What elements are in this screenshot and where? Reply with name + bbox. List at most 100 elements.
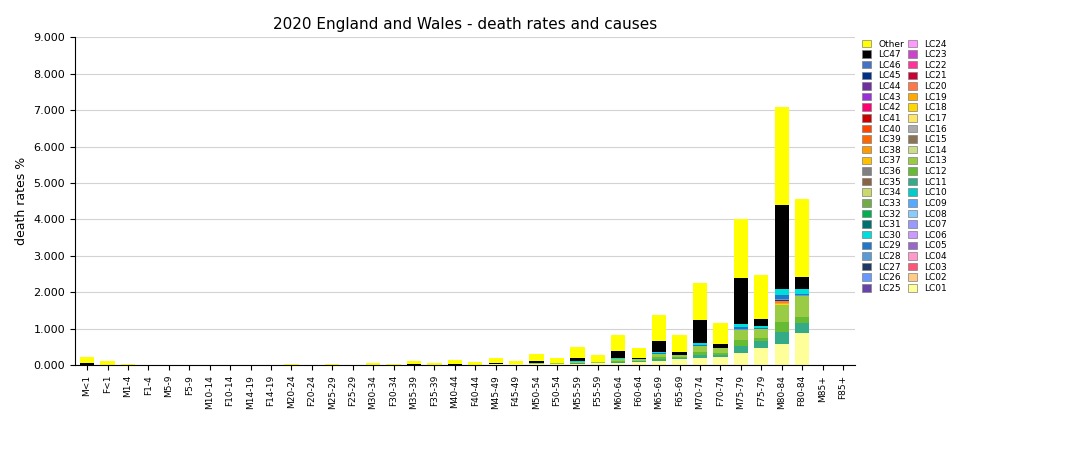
Bar [632, 348, 646, 358]
Bar [733, 330, 748, 340]
Bar [775, 300, 789, 301]
Bar [570, 362, 585, 363]
Bar [428, 363, 441, 365]
Bar [529, 364, 544, 365]
Bar [489, 358, 502, 363]
Bar [775, 305, 789, 322]
Bar [795, 317, 809, 322]
Bar [795, 289, 809, 293]
Bar [713, 349, 728, 353]
Bar [611, 359, 625, 361]
Bar [733, 345, 748, 353]
Bar [795, 293, 809, 295]
Bar [775, 303, 789, 304]
Bar [570, 347, 585, 358]
Bar [754, 329, 769, 338]
Bar [448, 360, 462, 364]
Bar [570, 364, 585, 365]
Bar [775, 344, 789, 365]
Bar [468, 362, 482, 365]
Bar [489, 363, 502, 364]
Bar [775, 322, 789, 332]
Bar [591, 355, 605, 362]
Bar [795, 322, 809, 333]
Bar [549, 364, 564, 365]
Bar [632, 362, 646, 365]
Bar [672, 355, 686, 358]
Bar [672, 352, 686, 355]
Bar [632, 358, 646, 359]
Bar [795, 199, 809, 277]
Bar [652, 361, 666, 365]
Bar [713, 344, 728, 348]
Bar [652, 358, 666, 359]
Bar [591, 363, 605, 365]
Bar [672, 359, 686, 365]
Bar [652, 314, 666, 341]
Bar [611, 361, 625, 362]
Bar [632, 359, 646, 361]
Bar [775, 295, 789, 299]
Bar [570, 363, 585, 364]
Bar [611, 363, 625, 365]
Bar [366, 363, 381, 365]
Bar [733, 328, 748, 329]
Bar [775, 205, 789, 289]
Bar [795, 295, 809, 296]
Bar [529, 361, 544, 363]
Bar [632, 361, 646, 362]
Legend: Other, LC47, LC46, LC45, LC44, LC43, LC42, LC41, LC40, LC39, LC38, LC37, LC36, L: Other, LC47, LC46, LC45, LC44, LC43, LC4… [862, 39, 948, 294]
Bar [652, 359, 666, 361]
Bar [693, 355, 707, 358]
Bar [754, 326, 769, 328]
Bar [652, 341, 666, 352]
Bar [529, 354, 544, 361]
Bar [591, 362, 605, 363]
Bar [693, 346, 707, 352]
Bar [733, 353, 748, 365]
Bar [80, 357, 94, 363]
Bar [509, 361, 523, 364]
Bar [672, 358, 686, 359]
Bar [611, 335, 625, 351]
Bar [775, 301, 789, 303]
Bar [693, 352, 707, 355]
Bar [775, 304, 789, 305]
Bar [754, 341, 769, 348]
Bar [754, 328, 769, 329]
Bar [611, 351, 625, 358]
Bar [775, 289, 789, 295]
Bar [652, 354, 666, 358]
Bar [775, 332, 789, 344]
Bar [754, 348, 769, 365]
Bar [713, 353, 728, 355]
Bar [713, 355, 728, 357]
Bar [325, 364, 339, 365]
Bar [754, 319, 769, 326]
Bar [693, 344, 707, 345]
Bar [693, 320, 707, 344]
Bar [407, 361, 421, 365]
Bar [733, 329, 748, 330]
Bar [713, 323, 728, 344]
Bar [100, 361, 114, 365]
Bar [733, 278, 748, 324]
Bar [795, 277, 809, 289]
Bar [754, 275, 769, 319]
Bar [733, 340, 748, 345]
Bar [713, 348, 728, 349]
Y-axis label: death rates %: death rates % [15, 157, 28, 245]
Bar [549, 358, 564, 363]
Bar [775, 299, 789, 300]
Bar [693, 358, 707, 365]
Bar [672, 336, 686, 352]
Bar [652, 352, 666, 353]
Bar [775, 107, 789, 205]
Bar [80, 363, 94, 365]
Title: 2020 England and Wales - death rates and causes: 2020 England and Wales - death rates and… [273, 17, 657, 32]
Bar [693, 345, 707, 346]
Bar [795, 333, 809, 365]
Bar [570, 358, 585, 361]
Bar [448, 364, 462, 365]
Bar [733, 219, 748, 278]
